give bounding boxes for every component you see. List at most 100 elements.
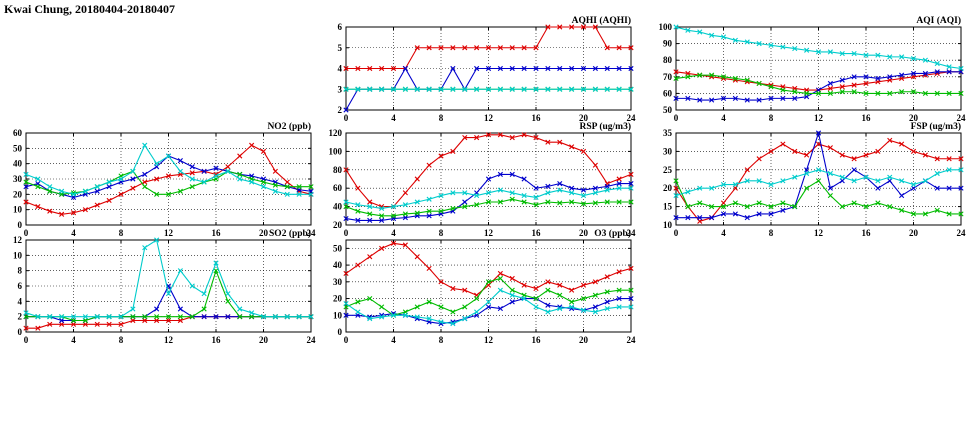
point-marker [426, 196, 432, 202]
point-marker [462, 86, 468, 92]
point-marker [910, 181, 917, 188]
point-marker [685, 95, 691, 101]
point-marker [580, 307, 587, 313]
point-marker [189, 170, 195, 176]
point-marker [569, 304, 575, 310]
point-marker [744, 215, 750, 221]
point-marker [815, 178, 822, 184]
point-marker [768, 95, 774, 101]
point-marker [23, 171, 29, 177]
point-marker [744, 178, 750, 184]
x-tick-label: 12 [484, 113, 494, 123]
point-marker [59, 211, 65, 217]
point-marker [142, 245, 148, 251]
point-marker [604, 274, 610, 280]
series-green [673, 72, 964, 96]
point-marker [827, 145, 833, 151]
point-marker [450, 205, 456, 212]
point-marker [497, 187, 503, 193]
y-tick-label: 8 [18, 266, 23, 276]
point-marker [402, 312, 408, 318]
x-tick-label: 24 [957, 113, 967, 123]
point-marker [70, 314, 77, 320]
point-marker [414, 45, 420, 51]
point-marker [165, 191, 172, 197]
y-tick-label: 20 [333, 220, 343, 230]
point-marker [35, 314, 41, 320]
point-marker [402, 86, 408, 92]
point-marker [628, 45, 634, 51]
x-tick-label: 24 [307, 335, 317, 345]
point-marker [260, 314, 267, 320]
point-marker [780, 178, 786, 184]
point-marker [118, 314, 124, 320]
point-marker [367, 254, 373, 260]
point-marker [249, 310, 255, 316]
point-marker [557, 187, 563, 193]
point-marker [414, 86, 420, 92]
y-tick-label: 100 [329, 146, 343, 156]
point-marker [426, 299, 432, 305]
point-marker [839, 77, 845, 83]
point-marker [673, 95, 679, 101]
point-marker [201, 179, 207, 185]
point-marker [604, 289, 610, 295]
point-marker [958, 90, 964, 96]
point-marker [863, 174, 869, 180]
point-marker [237, 314, 243, 320]
point-marker [887, 90, 893, 96]
y-tick-label: 60 [663, 88, 673, 98]
point-marker [557, 139, 563, 145]
point-marker [296, 191, 302, 197]
point-marker [521, 86, 527, 92]
point-marker [875, 185, 881, 191]
point-marker [709, 72, 715, 78]
point-marker [545, 309, 551, 315]
point-marker [308, 314, 314, 320]
point-marker [780, 87, 786, 93]
point-marker [438, 279, 444, 285]
x-tick-label: 24 [627, 228, 637, 238]
point-marker [379, 213, 385, 219]
point-marker [367, 316, 373, 322]
point-marker [390, 86, 397, 92]
y-tick-label: 5 [338, 43, 343, 53]
point-marker [308, 184, 314, 190]
point-marker [792, 204, 798, 210]
point-marker [756, 200, 762, 206]
point-marker [355, 299, 361, 305]
point-marker [47, 321, 53, 327]
point-marker [154, 317, 160, 324]
x-tick-label: 20 [579, 113, 589, 123]
point-marker [910, 70, 917, 77]
point-marker [497, 132, 503, 138]
point-marker [70, 321, 77, 327]
point-marker [616, 304, 622, 310]
point-marker [450, 309, 456, 315]
point-marker [402, 190, 408, 196]
point-marker [604, 65, 610, 72]
point-marker [509, 86, 515, 92]
point-marker [497, 305, 503, 312]
point-marker [922, 178, 928, 184]
chart-svg: 10 15 20 25 30 35 0 4 8 12 16 20 24 FSP (ug/m3) [663, 121, 966, 238]
point-marker [47, 208, 53, 214]
point-marker [201, 306, 207, 312]
point-marker [569, 65, 575, 72]
point-marker [379, 205, 385, 212]
point-marker [462, 135, 468, 141]
series-cyan [23, 142, 314, 197]
point-marker [213, 268, 219, 274]
point-marker [815, 167, 822, 173]
point-marker [697, 215, 703, 221]
point-marker [780, 207, 786, 213]
chart-aqi: 50 60 70 80 90 100 0 4 8 12 16 20 24 AQI (AQI) [659, 15, 967, 123]
point-marker [450, 321, 456, 327]
y-tick-label: 100 [659, 22, 673, 32]
chart-title: AQI (AQI) [916, 15, 961, 26]
point-marker [804, 170, 810, 177]
point-marker [355, 86, 361, 92]
point-marker [533, 285, 539, 292]
point-marker [946, 64, 952, 70]
point-marker [720, 211, 727, 217]
